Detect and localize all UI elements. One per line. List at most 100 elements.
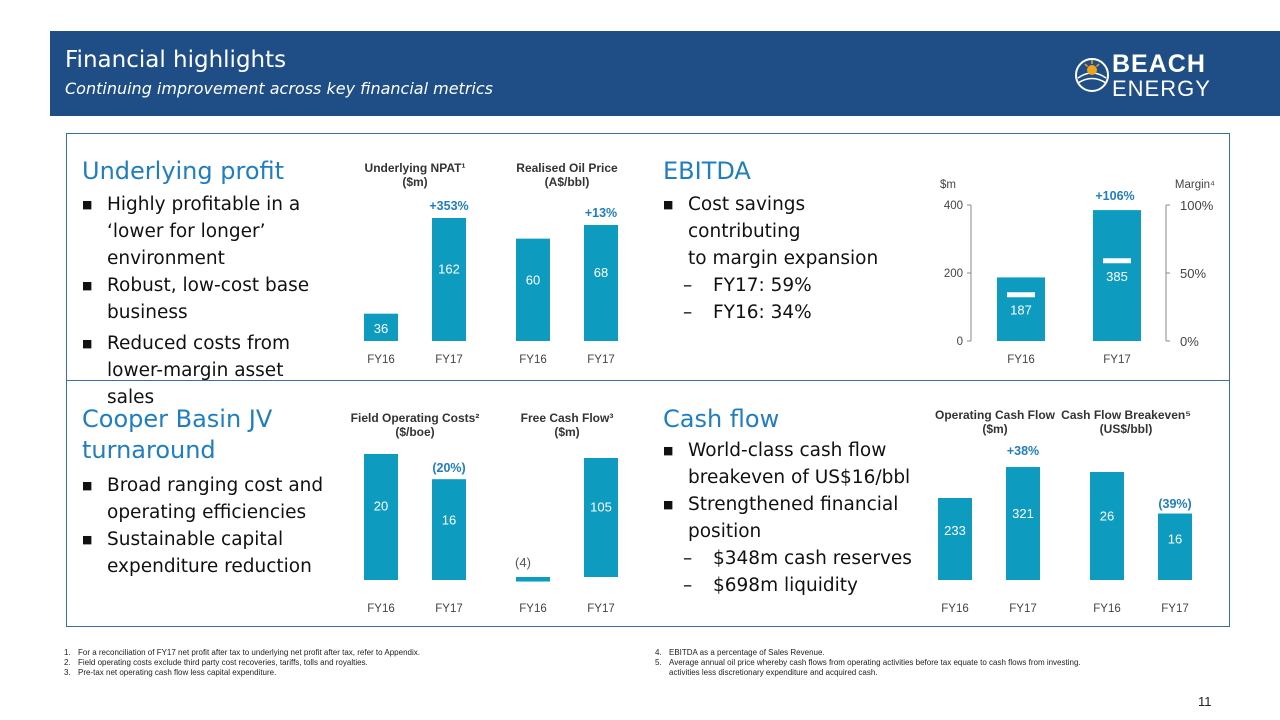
category-label: FY16 — [367, 354, 395, 366]
header-banner: Financial highlights Continuing improvem… — [50, 31, 1280, 116]
margin-marker — [1103, 258, 1131, 264]
footnotes-left: 1. For a reconciliation of FY17 net profi… — [64, 648, 624, 678]
chart-bar — [1158, 513, 1192, 580]
logo-text-energy: ENERGY — [1112, 76, 1211, 101]
change-label: +13% — [585, 206, 617, 220]
right-axis-label: Margin⁴ — [1175, 179, 1215, 191]
logo-text-beach: BEACH — [1112, 50, 1206, 78]
chart-title: ($/boe) — [395, 425, 434, 439]
footnote: 5. Average annual oil price whereby cash … — [655, 658, 1081, 667]
data-label: 233 — [944, 523, 966, 538]
sunburst-logo-icon — [1075, 58, 1109, 92]
chart-title: Cash Flow Breakeven⁵ — [1061, 408, 1191, 422]
category-label: FY17 — [1161, 603, 1189, 615]
data-label: 16 — [442, 513, 456, 528]
data-label: 16 — [1168, 531, 1182, 546]
page-title: Financial highlights — [65, 47, 287, 73]
bullet-item: Highly profitable in a‘lower for longer’… — [82, 191, 332, 272]
data-label: 68 — [594, 265, 608, 280]
category-label: FY16 — [519, 354, 547, 366]
category-label: FY16 — [941, 603, 969, 615]
cash-flow-title: Cash flow — [663, 405, 780, 433]
margin-marker — [1007, 292, 1035, 298]
dash-item: FY17: 59% — [663, 272, 923, 299]
chart-title: Free Cash Flow³ — [521, 411, 614, 425]
chart-bar — [938, 498, 972, 580]
footnote: 1. For a reconciliation of FY17 net profi… — [64, 648, 420, 657]
footnote: activities less discretionary expenditur… — [669, 668, 878, 677]
row-divider — [66, 380, 1230, 381]
chart-bar — [1093, 210, 1141, 341]
dash-item: $698m liquidity — [663, 572, 923, 599]
chart-bar — [1090, 472, 1124, 580]
chart-title: (A$/bbl) — [545, 175, 590, 189]
dash-item: FY16: 34% — [663, 299, 923, 326]
right-tick-label: 50% — [1180, 266, 1206, 281]
data-label: 60 — [526, 273, 540, 288]
underlying-profit-bullets: Highly profitable in a‘lower for longer’… — [82, 191, 332, 411]
chart-bar — [364, 454, 398, 580]
category-label: FY16 — [1007, 354, 1035, 366]
category-label: FY17 — [435, 354, 463, 366]
left-tick-label: 400 — [944, 200, 963, 212]
right-tick-label: 0% — [1180, 334, 1199, 349]
chart-title: Realised Oil Price — [516, 161, 618, 175]
ebitda-title: EBITDA — [663, 157, 751, 185]
data-label: 187 — [1010, 302, 1032, 317]
chart-title: Underlying NPAT¹ — [365, 161, 466, 175]
change-label: (20%) — [432, 461, 465, 475]
chart-title: Operating Cash Flow — [935, 408, 1056, 422]
left-tick-label: 200 — [944, 268, 963, 280]
footnote: 3. Pre-tax net operating cash flow less c… — [64, 668, 277, 677]
page-subtitle: Continuing improvement across key financ… — [65, 79, 493, 98]
change-label: (39%) — [1158, 497, 1191, 511]
data-label: (4) — [515, 555, 531, 570]
data-label: 105 — [590, 500, 612, 515]
change-label: +38% — [1007, 444, 1039, 458]
data-label: 385 — [1106, 269, 1128, 284]
chart-bar — [516, 238, 550, 341]
data-label: 26 — [1100, 509, 1114, 524]
footnote: 2. Field operating costs exclude third pa… — [64, 658, 368, 667]
category-label: FY16 — [519, 603, 547, 615]
category-label: FY17 — [587, 603, 615, 615]
chart-bar — [432, 479, 466, 580]
left-tick-label: 0 — [957, 336, 963, 348]
category-label: FY16 — [1093, 603, 1121, 615]
chart-title: ($m) — [554, 425, 579, 439]
data-label: 162 — [438, 261, 460, 276]
category-label: FY17 — [587, 354, 615, 366]
footnote: 4. EBITDA as a percentage of Sales Revenu… — [655, 648, 825, 657]
chart-title: ($m) — [402, 175, 427, 189]
beach-energy-logo: BEACH ENERGY — [1074, 48, 1234, 102]
chart-title: ($m) — [982, 422, 1007, 436]
change-label: +106% — [1095, 189, 1134, 203]
chart-bar — [584, 458, 618, 577]
category-label: FY16 — [367, 603, 395, 615]
underlying-profit-title: Underlying profit — [82, 157, 285, 185]
category-label: FY17 — [1103, 354, 1131, 366]
chart-title: Field Operating Costs² — [351, 411, 480, 425]
category-label: FY17 — [1009, 603, 1037, 615]
chart-bar — [584, 225, 618, 341]
chart-bar — [364, 313, 398, 341]
data-label: 20 — [374, 499, 388, 514]
category-label: FY17 — [435, 603, 463, 615]
data-label: 321 — [1012, 506, 1034, 521]
left-axis-label: $m — [940, 179, 956, 191]
right-tick-label: 100% — [1180, 198, 1214, 213]
change-label: +353% — [429, 199, 468, 213]
chart-bar — [997, 277, 1045, 341]
chart-title: (US$/bbl) — [1100, 422, 1153, 436]
data-label: 36 — [374, 321, 388, 336]
